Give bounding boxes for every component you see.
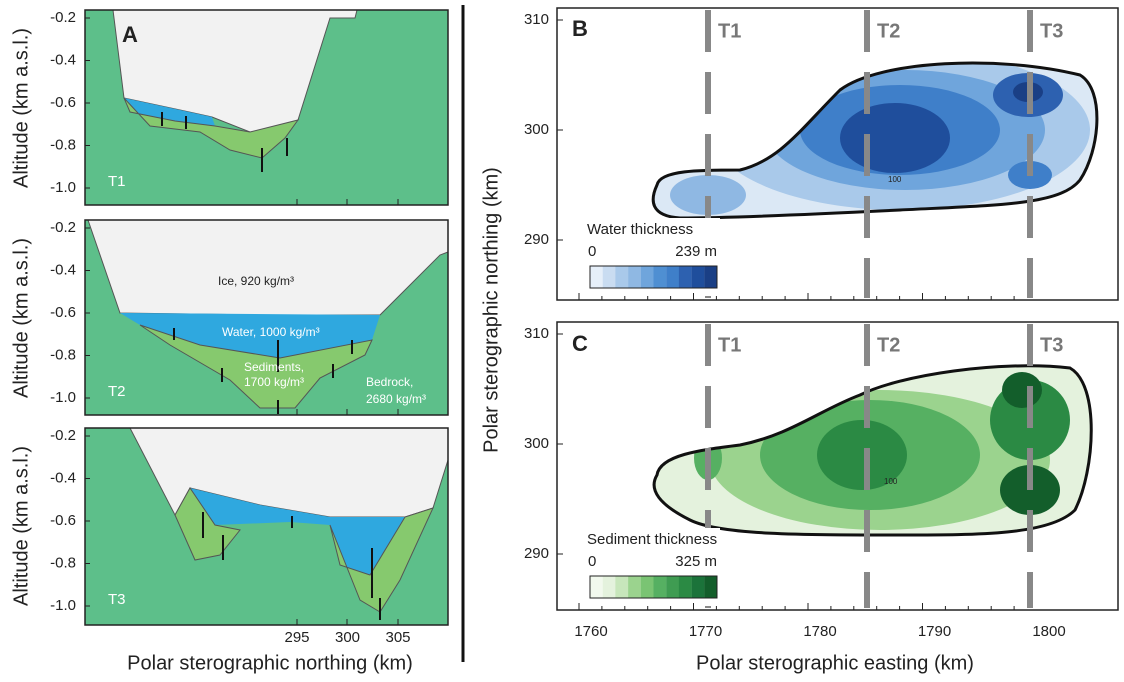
colorbar-step <box>640 266 654 288</box>
transect-label: T3 <box>1040 20 1063 42</box>
colorbar-max: 325 m <box>675 553 717 570</box>
colorbar-step <box>704 266 718 288</box>
transect-label: T2 <box>877 20 900 42</box>
contour-label: 100 <box>888 175 902 184</box>
colorbar-step <box>640 576 654 598</box>
y-tick-label: -0.6 <box>50 512 76 529</box>
transect-label: T2 <box>877 334 900 356</box>
water-label: Water, 1000 kg/m³ <box>222 325 320 339</box>
colorbar-title: Water thickness <box>587 221 693 238</box>
colorbar-step <box>602 266 616 288</box>
x-axis-label: Polar sterographic northing (km) <box>127 652 413 674</box>
y-tick-label: -0.4 <box>50 51 76 68</box>
y-tick-label: -0.6 <box>50 94 76 111</box>
x-tick-label: 300 <box>335 629 360 646</box>
panel-label: B <box>572 16 588 41</box>
colorbar-step <box>666 266 679 288</box>
contour-label: 100 <box>884 477 898 486</box>
colorbar-step <box>590 576 603 598</box>
y-tick-label: -0.4 <box>50 469 76 486</box>
x-tick-label: 1760 <box>574 623 607 640</box>
y-tick-label: -0.2 <box>50 427 76 444</box>
panel-c-frame <box>556 321 1119 611</box>
colorbars: Water thickness 0 239 m Sediment thickness 0… <box>584 218 720 606</box>
section-t2 <box>84 219 449 416</box>
colorbar-step <box>602 576 616 598</box>
colorbar-step <box>691 576 705 598</box>
colorbar-step <box>666 576 679 598</box>
colorbar-frame <box>589 265 718 289</box>
bedrock-label: Bedrock, <box>366 375 413 389</box>
colorbar-frame <box>589 575 718 599</box>
x-tick-label: 295 <box>284 629 309 646</box>
y-tick-label: -0.4 <box>50 261 76 278</box>
colorbar-title: Sediment thickness <box>587 531 717 548</box>
colorbar-min: 0 <box>588 553 596 570</box>
y-tick-label: -1.0 <box>50 389 76 406</box>
section-name: T1 <box>108 173 126 190</box>
panel-label: A <box>122 22 138 47</box>
y-axis-label: Altitude (km a.s.l.) <box>10 28 32 188</box>
transect-label: T1 <box>718 334 741 356</box>
y-tick-label: 300 <box>524 435 549 452</box>
colorbar-step <box>628 576 641 598</box>
transect-label: T3 <box>1040 334 1063 356</box>
x-tick-label: 305 <box>385 629 410 646</box>
colorbar-step <box>615 266 629 288</box>
y-tick-label: 300 <box>524 121 549 138</box>
x-tick-label: 1790 <box>918 623 951 640</box>
section-name: T2 <box>108 383 126 400</box>
section-t1 <box>84 9 449 206</box>
x-tick-label: 1780 <box>803 623 836 640</box>
section-name: T3 <box>108 591 126 608</box>
colorbar-min: 0 <box>588 243 596 260</box>
y-tick-label: 290 <box>524 231 549 248</box>
y-tick-label: -0.2 <box>50 219 76 236</box>
y-tick-label: 290 <box>524 545 549 562</box>
transect-lines <box>705 10 1033 608</box>
colorbar-step <box>653 576 667 598</box>
colorbar-step <box>678 266 692 288</box>
panel-label: C <box>572 331 588 356</box>
panel-b-frame <box>556 7 1119 301</box>
y-tick-label: 310 <box>524 325 549 342</box>
sediment-label: Sediments, <box>244 360 304 374</box>
x-tick-label: 1770 <box>689 623 722 640</box>
y-tick-label: -0.8 <box>50 136 76 153</box>
y-tick-label: -0.2 <box>50 9 76 26</box>
colorbar-step <box>704 576 718 598</box>
y-axis-label: Altitude (km a.s.l.) <box>10 446 32 606</box>
colorbar-step <box>691 266 705 288</box>
colorbar-step <box>653 266 667 288</box>
section-t3 <box>84 427 449 626</box>
y-tick-label: 310 <box>524 11 549 28</box>
y-tick-label: -0.6 <box>50 304 76 321</box>
transect-label: T1 <box>718 20 741 42</box>
sediment-map <box>652 364 1093 537</box>
y-axis-label: Altitude (km a.s.l.) <box>10 238 32 398</box>
ice-label: Ice, 920 kg/m³ <box>218 274 294 288</box>
colorbar-step <box>615 576 629 598</box>
sediment-label: 1700 kg/m³ <box>244 375 304 389</box>
bedrock-label: 2680 kg/m³ <box>366 392 426 406</box>
colorbar-step <box>590 266 603 288</box>
colorbar-step <box>678 576 692 598</box>
y-tick-label: -0.8 <box>50 554 76 571</box>
x-tick-label: 1800 <box>1032 623 1065 640</box>
y-tick-label: -1.0 <box>50 179 76 196</box>
x-axis-label: Polar sterographic easting (km) <box>696 652 974 674</box>
y-tick-label: -0.8 <box>50 346 76 363</box>
y-axis-label: Polar sterographic northing (km) <box>480 167 502 453</box>
colorbar-step <box>628 266 641 288</box>
y-tick-label: -1.0 <box>50 597 76 614</box>
colorbar-max: 239 m <box>675 243 717 260</box>
